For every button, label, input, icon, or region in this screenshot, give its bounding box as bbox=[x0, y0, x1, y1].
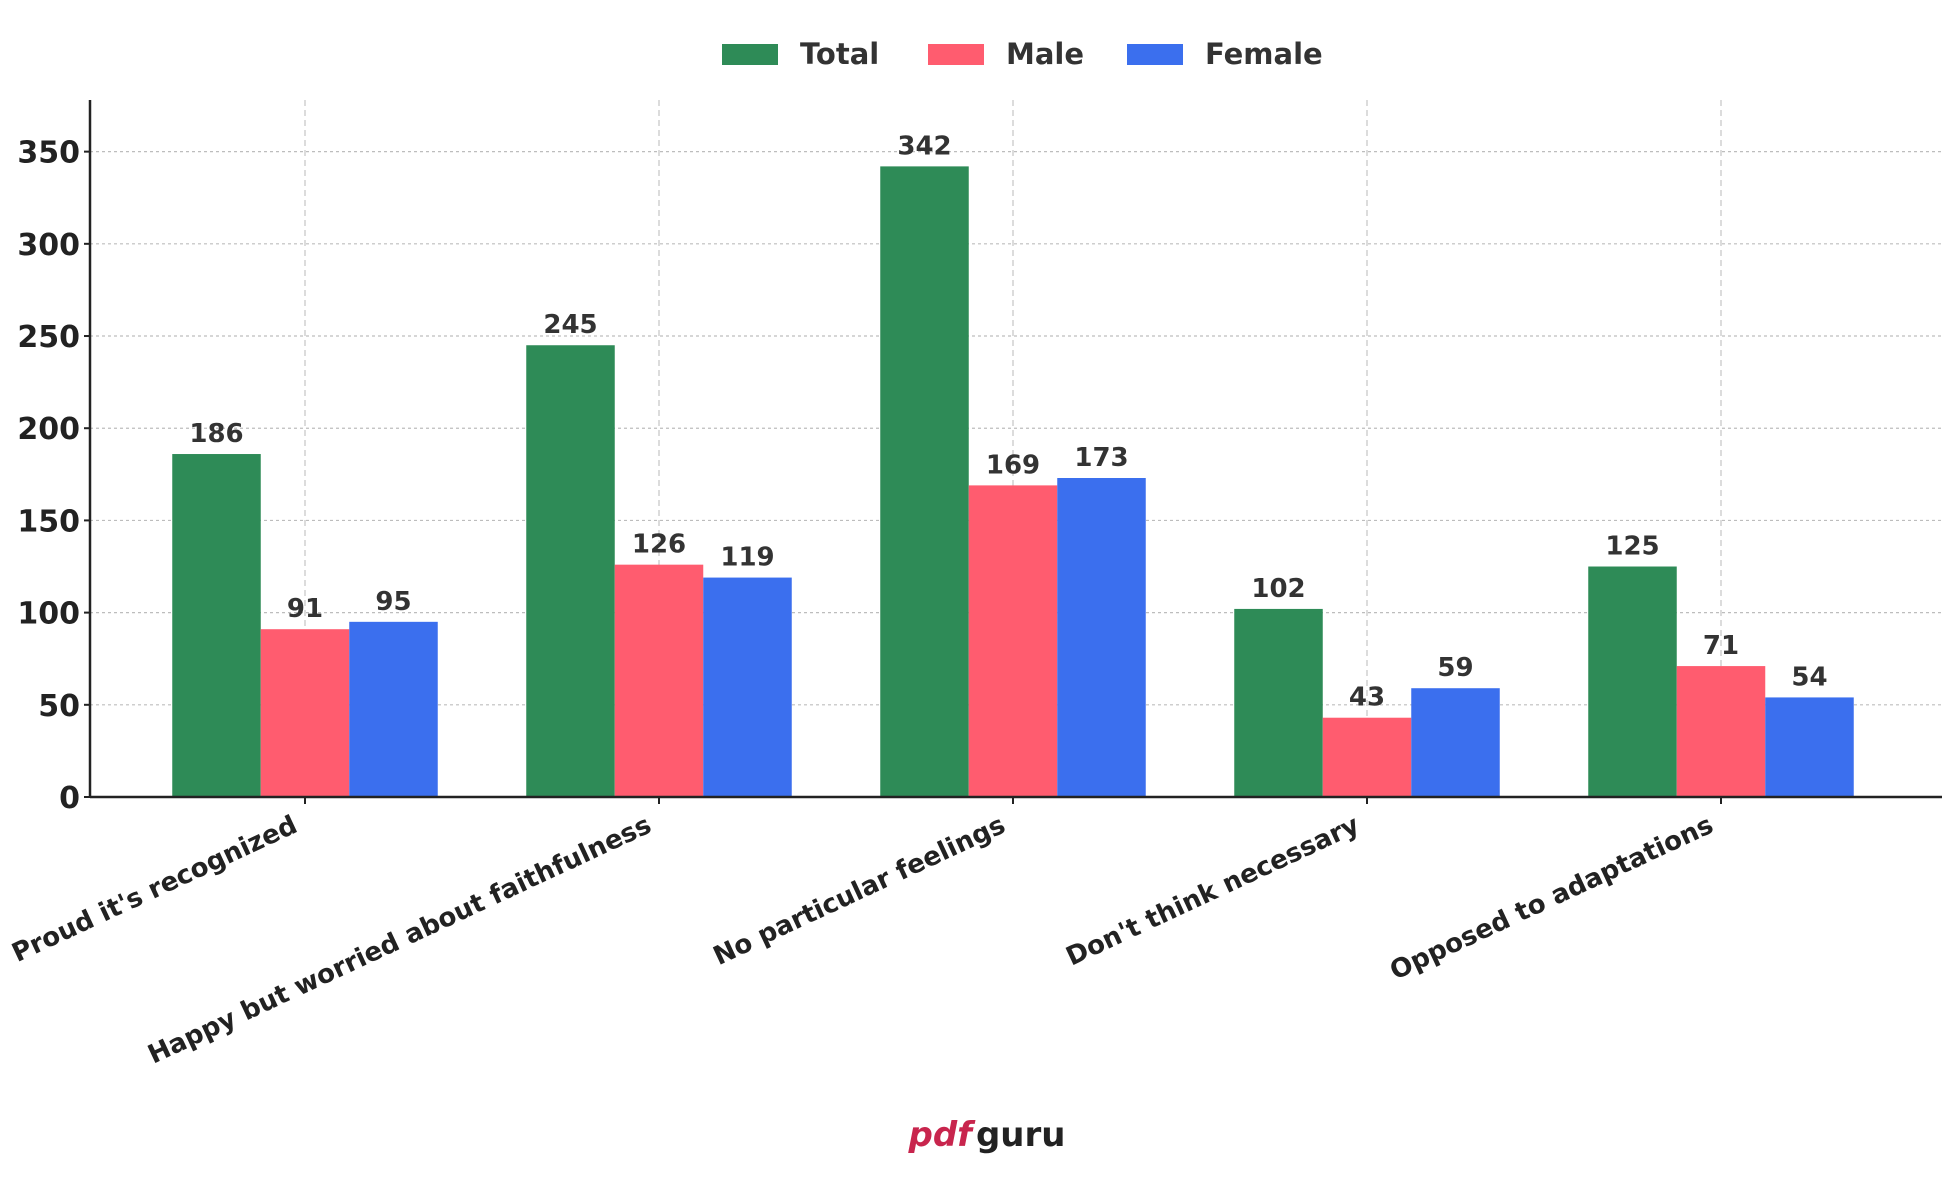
legend-label-female: Female bbox=[1205, 37, 1323, 71]
legend-label-total: Total bbox=[800, 37, 879, 71]
value-label: 43 bbox=[1349, 683, 1385, 713]
y-tick-label: 350 bbox=[17, 136, 80, 171]
pdfguru-logo: pdf guru bbox=[908, 1115, 1066, 1155]
bar-male bbox=[1676, 666, 1766, 797]
y-tick-label: 150 bbox=[17, 504, 80, 539]
value-label: 71 bbox=[1703, 631, 1739, 661]
bar-male bbox=[968, 485, 1058, 797]
axes bbox=[88, 100, 1942, 799]
value-label: 119 bbox=[720, 543, 774, 573]
value-label: 342 bbox=[897, 131, 951, 161]
category-label: Don't think necessary bbox=[1062, 810, 1364, 972]
bar-total bbox=[172, 454, 261, 797]
value-label: 54 bbox=[1791, 662, 1827, 692]
value-label: 169 bbox=[986, 450, 1040, 480]
value-label: 126 bbox=[632, 530, 686, 560]
y-tick-labels: 0 50 100 150 200 250 300 350 bbox=[17, 136, 90, 816]
y-tick-label: 200 bbox=[17, 412, 80, 447]
value-label: 186 bbox=[189, 419, 243, 449]
bar-female bbox=[1057, 478, 1146, 797]
y-tick-label: 100 bbox=[17, 597, 80, 632]
bar-total bbox=[1234, 608, 1323, 797]
value-labels: 186 91 95 245 126 119 342 169 173 102 43 59 125 71 54 bbox=[189, 131, 1827, 712]
y-tick-label: 300 bbox=[17, 228, 80, 263]
legend-swatch-female bbox=[1127, 44, 1183, 65]
y-tick-label: 250 bbox=[17, 320, 80, 355]
legend-label-male: Male bbox=[1006, 37, 1084, 71]
bar-total bbox=[880, 166, 969, 797]
value-label: 245 bbox=[543, 310, 597, 340]
category-label: Proud it's recognized bbox=[8, 810, 302, 969]
bar-female bbox=[1411, 688, 1500, 797]
value-label: 91 bbox=[287, 594, 323, 624]
y-tick-label: 0 bbox=[59, 781, 80, 816]
value-label: 59 bbox=[1437, 653, 1473, 683]
bar-total bbox=[526, 345, 615, 797]
value-label: 95 bbox=[375, 587, 411, 617]
bar-female bbox=[349, 621, 438, 797]
bar-total bbox=[1588, 566, 1677, 797]
category-label: Opposed to adaptations bbox=[1386, 810, 1718, 986]
bars bbox=[172, 166, 1854, 797]
bar-female bbox=[1765, 697, 1854, 797]
value-label: 102 bbox=[1251, 574, 1305, 604]
bar-male bbox=[260, 629, 350, 797]
value-label: 173 bbox=[1074, 443, 1128, 473]
bar-female bbox=[703, 577, 792, 797]
legend-swatch-total bbox=[722, 44, 778, 65]
logo-suffix: guru bbox=[976, 1115, 1066, 1155]
legend: Total Male Female bbox=[722, 37, 1323, 71]
bar-male bbox=[1322, 717, 1412, 797]
legend-swatch-male bbox=[928, 44, 984, 65]
category-label: No particular feelings bbox=[709, 810, 1010, 972]
y-tick-label: 50 bbox=[38, 689, 80, 724]
logo-prefix: pdf bbox=[908, 1115, 977, 1155]
bar-male bbox=[614, 564, 704, 797]
value-label: 125 bbox=[1605, 532, 1659, 562]
